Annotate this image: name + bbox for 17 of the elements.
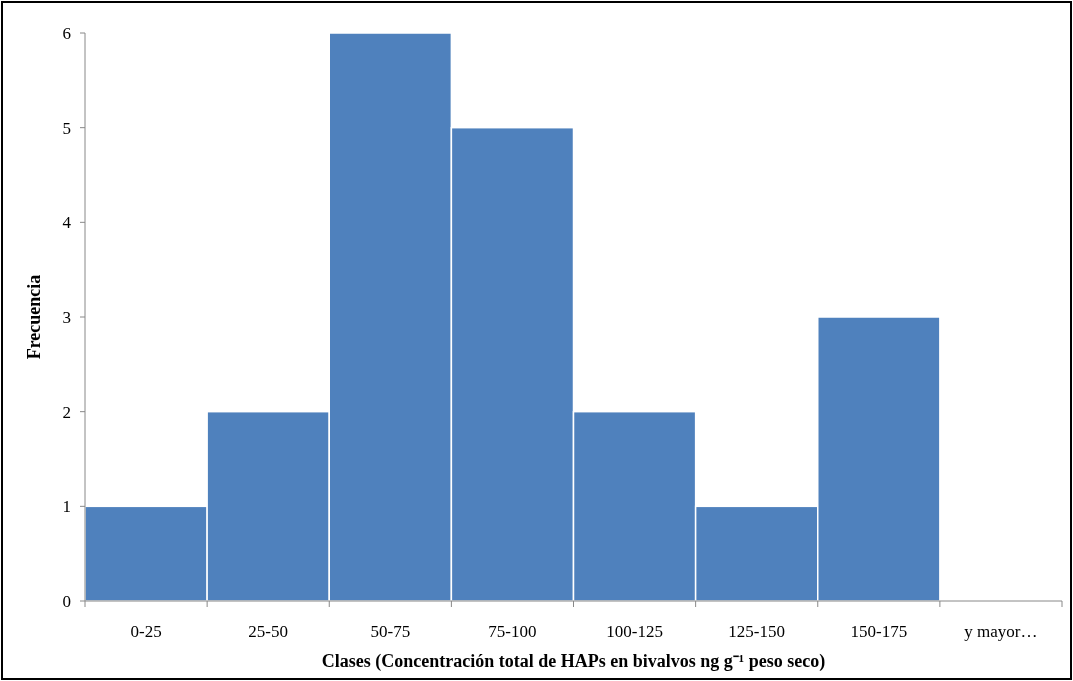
y-tick-label: 3 [62, 307, 71, 327]
x-tick-label: 100-125 [606, 622, 663, 641]
x-tick-label: y mayor… [964, 622, 1038, 641]
x-tick-label: 50-75 [370, 622, 411, 641]
x-tick-label: 150-175 [850, 622, 908, 641]
x-tick-label: 75-100 [488, 622, 537, 641]
x-axis-title: Clases (Concentración total de HAPs en bivalvos ng g⁻¹ peso seco) [321, 651, 826, 672]
y-tick-label: 1 [62, 497, 71, 517]
y-tick-label: 2 [62, 402, 71, 422]
y-axis-title: Frecuencia [24, 274, 44, 360]
x-tick-label: 125-150 [728, 622, 786, 641]
x-tick-label: 0-25 [130, 622, 162, 641]
y-tick-label: 0 [62, 591, 71, 611]
y-tick-label: 5 [62, 118, 71, 138]
y-tick-label: 4 [62, 213, 72, 233]
x-tick-label: 25-50 [248, 622, 289, 641]
y-tick-label: 6 [62, 23, 71, 43]
